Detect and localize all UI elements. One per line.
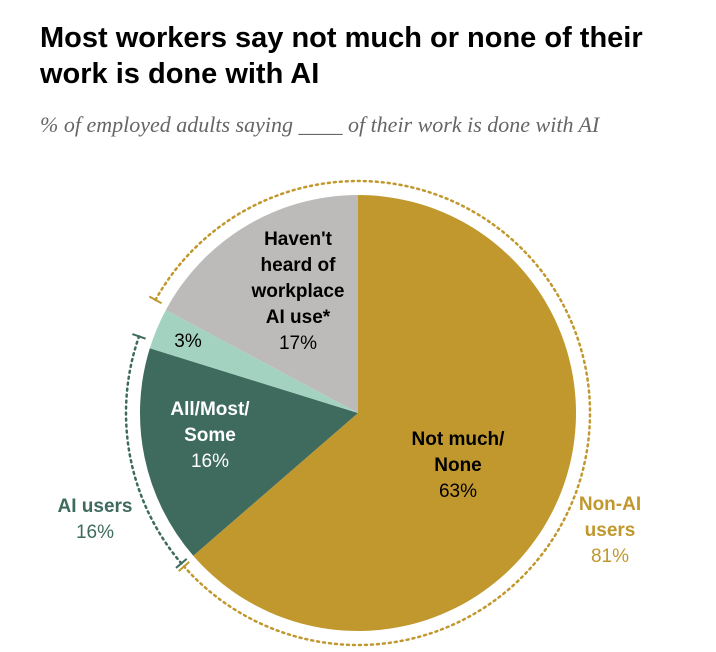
- bracket-tick: [132, 333, 146, 340]
- group-value-label: 16%: [76, 522, 114, 543]
- bracket-tick: [178, 561, 190, 572]
- group-label: Non-AI: [579, 494, 641, 515]
- slice-label: All/Most/: [170, 399, 250, 420]
- slice-label: AI use*: [266, 307, 331, 328]
- chart-subtitle: % of employed adults saying ____ of thei…: [40, 112, 600, 137]
- group-label: AI users: [58, 496, 133, 517]
- slice-label: Haven't: [264, 229, 333, 250]
- group-value-label: 81%: [591, 546, 629, 567]
- chart-title: Most workers say not much or none of the…: [40, 22, 643, 90]
- pie-slice: [140, 348, 358, 556]
- pie-slice: [165, 195, 358, 413]
- slice-value-label: 17%: [279, 333, 317, 354]
- bracket-tick: [148, 295, 163, 305]
- slice-value-label: 63%: [439, 481, 477, 502]
- pie-slice: [193, 195, 577, 631]
- slice-label: None: [434, 455, 482, 476]
- pie-slice: [149, 310, 358, 413]
- slice-label: Not much/: [412, 429, 506, 450]
- bracket-tick: [175, 558, 188, 569]
- ai-users-bracket: [124, 335, 183, 565]
- slice-label: workplace: [251, 281, 345, 302]
- slice-value-label: 3%: [174, 331, 202, 352]
- slice-label: Some: [184, 425, 236, 446]
- slice-label: heard of: [261, 255, 337, 276]
- non-ai-users-bracket: [154, 179, 592, 647]
- slice-value-label: 16%: [191, 451, 229, 472]
- group-label: users: [585, 520, 636, 541]
